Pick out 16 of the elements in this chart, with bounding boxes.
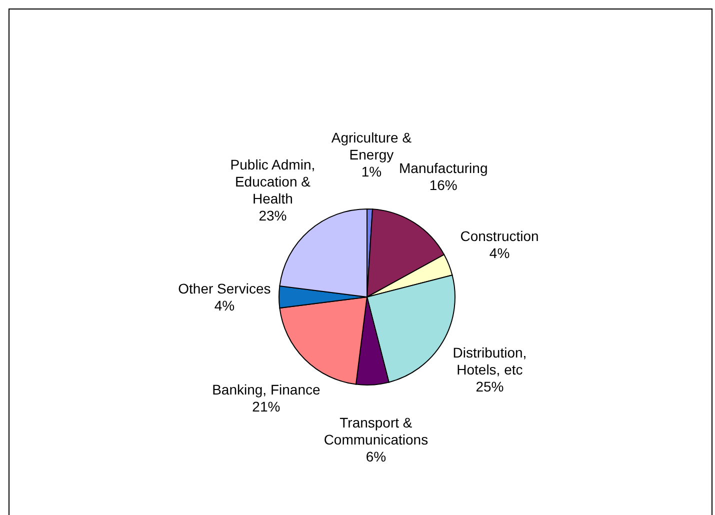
data-label: 4%	[489, 245, 510, 262]
slice-label: Distribution, Hotels, etc	[452, 344, 527, 378]
slice-label: Banking, Finance	[212, 381, 320, 398]
slice-label: Agriculture & Energy	[331, 130, 412, 163]
data-label: 4%	[214, 298, 235, 314]
data-label: 6%	[366, 448, 386, 464]
data-label: 25%	[476, 378, 504, 395]
slice-label: Construction	[460, 228, 539, 244]
data-label: 23%	[258, 208, 287, 224]
data-label: 21%	[252, 398, 280, 414]
slice-label: Transport & Communications	[324, 414, 428, 448]
data-label: 16%	[429, 177, 458, 194]
data-label: 1%	[361, 164, 382, 180]
slice-label: Public Admin, Education & Health	[230, 156, 316, 207]
slice-label: Manufacturing	[399, 160, 488, 176]
slice-label: Other Services	[178, 280, 271, 296]
